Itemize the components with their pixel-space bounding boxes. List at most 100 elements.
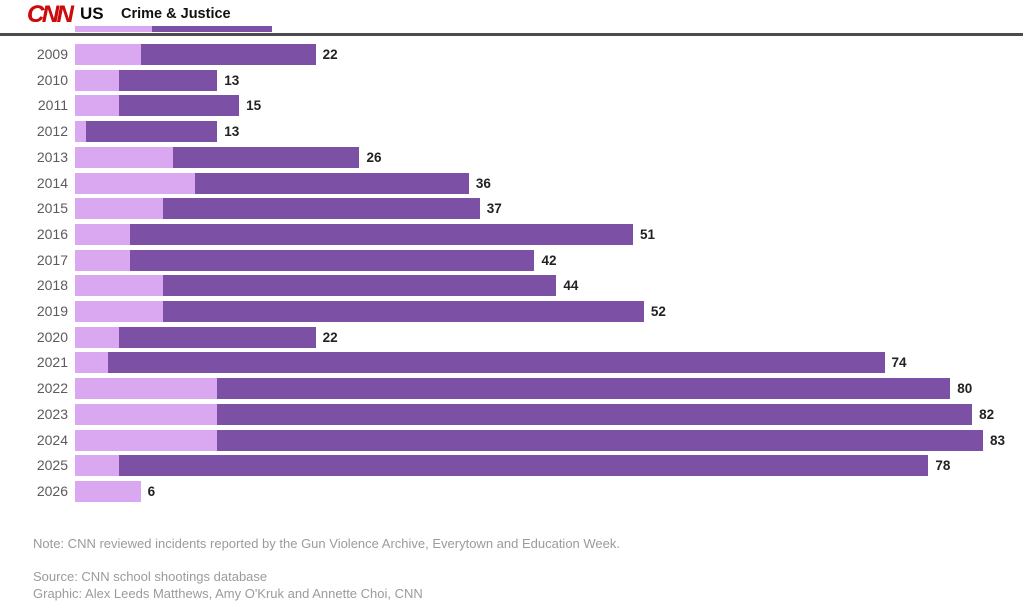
bar: [75, 403, 973, 425]
chart-row: 2020 22: [0, 326, 1023, 348]
cnn-logo[interactable]: CNN: [27, 0, 74, 28]
chart-row: 2019 52: [0, 301, 1023, 322]
bar: [75, 146, 360, 168]
value-label: 22: [322, 329, 338, 345]
bar-light-segment: [75, 249, 130, 271]
bar-dark-segment: [162, 301, 644, 322]
year-label: 2011: [37, 97, 68, 114]
value-label: 78: [935, 458, 951, 474]
bar: [75, 44, 316, 65]
year-label: 2020: [36, 328, 68, 345]
value-label: 83: [990, 432, 1006, 448]
bar-dark-segment: [217, 403, 973, 425]
partial-bar-dark-segment: [151, 26, 272, 32]
bar-dark-segment: [107, 352, 885, 374]
bar: [75, 172, 469, 194]
value-label: 13: [224, 124, 240, 140]
value-label: 82: [979, 406, 995, 422]
chart-row: 2016 51: [0, 223, 1023, 245]
value-label: 42: [541, 252, 557, 268]
chart-row: 2009 22: [0, 44, 1023, 65]
year-label: 2021: [36, 354, 68, 371]
section-link-us[interactable]: US: [80, 4, 104, 23]
bar-dark-segment: [217, 378, 951, 400]
bar-dark-segment: [85, 121, 218, 143]
bar: [75, 429, 984, 451]
chart-row: 2021 74: [0, 352, 1023, 374]
chart: 2009 22 2010 13 2011 15 2012 13 2013 26 2014 36 2015…: [0, 44, 1023, 512]
bar-light-segment: [75, 223, 130, 245]
year-label: 2026: [36, 482, 68, 499]
bar-light-segment: [75, 95, 119, 117]
bar-dark-segment: [195, 172, 469, 194]
bar: [75, 455, 929, 477]
year-label: 2017: [36, 251, 68, 268]
value-label: 80: [957, 381, 973, 397]
year-label: 2019: [36, 303, 68, 319]
bar-light-segment: [75, 44, 141, 65]
value-label: 51: [639, 226, 655, 242]
bar: [75, 275, 557, 297]
bar-dark-segment: [118, 95, 240, 117]
value-label: 74: [891, 355, 907, 371]
chart-source: Source: CNN school shootings database: [33, 569, 268, 584]
partial-top-bar: [0, 26, 1023, 32]
year-label: 2023: [36, 405, 68, 422]
chart-row: 2012 13: [0, 121, 1023, 143]
chart-row: 2011 15: [0, 95, 1023, 117]
partial-bar-light-segment: [75, 26, 152, 32]
bar: [75, 121, 218, 143]
bar-light-segment: [75, 352, 108, 374]
chart-row: 2014 36: [0, 172, 1023, 194]
value-label: 6: [147, 483, 156, 499]
page-header: CNN US Crime & Justice: [0, 0, 1023, 28]
bar-light-segment: [75, 326, 119, 348]
bar-light-segment: [75, 480, 141, 502]
breadcrumb-crime-justice[interactable]: Crime & Justice: [121, 6, 231, 22]
bar-light-segment: [75, 429, 218, 451]
bar: [75, 352, 885, 374]
bar-light-segment: [75, 69, 119, 91]
bar-light-segment: [75, 378, 218, 400]
bar-light-segment: [75, 455, 119, 477]
year-label: 2014: [36, 174, 68, 191]
year-label: 2022: [36, 380, 68, 397]
bar-dark-segment: [217, 429, 984, 451]
bar: [75, 326, 316, 348]
year-label: 2016: [36, 225, 68, 242]
bar-dark-segment: [118, 326, 316, 348]
bar-light-segment: [75, 172, 196, 194]
chart-row: 2015 37: [0, 198, 1023, 220]
chart-row: 2023 82: [0, 403, 1023, 425]
bar-dark-segment: [173, 146, 360, 168]
year-label: 2024: [36, 431, 68, 448]
year-label: 2010: [36, 71, 68, 88]
chart-row: 2013 26: [0, 146, 1023, 168]
bar-light-segment: [75, 275, 163, 297]
chart-credit: Graphic: Alex Leeds Matthews, Amy O'Kruk…: [33, 586, 423, 601]
chart-footer: Note: CNN reviewed incidents reported by…: [33, 535, 993, 602]
bar-light-segment: [75, 198, 163, 220]
bar-dark-segment: [118, 69, 218, 91]
bar: [75, 378, 951, 400]
bar-dark-segment: [118, 455, 929, 477]
year-label: 2015: [36, 200, 68, 217]
bar: [75, 69, 218, 91]
bar: [75, 95, 240, 117]
chart-row: 2024 83: [0, 429, 1023, 451]
year-label: 2025: [36, 457, 68, 474]
chart-row: 2010 13: [0, 69, 1023, 91]
chart-note: Note: CNN reviewed incidents reported by…: [33, 536, 620, 551]
bar-dark-segment: [162, 275, 557, 297]
bar-dark-segment: [140, 44, 316, 65]
bar: [75, 249, 535, 271]
bar-light-segment: [75, 146, 174, 168]
bar-dark-segment: [129, 223, 633, 245]
chart-row: 2022 80: [0, 378, 1023, 400]
chart-row: 2025 78: [0, 455, 1023, 477]
year-label: 2018: [36, 277, 68, 294]
value-label: 15: [246, 98, 262, 114]
value-label: 26: [366, 149, 382, 165]
header-divider: [0, 33, 1023, 36]
bar: [75, 198, 480, 220]
